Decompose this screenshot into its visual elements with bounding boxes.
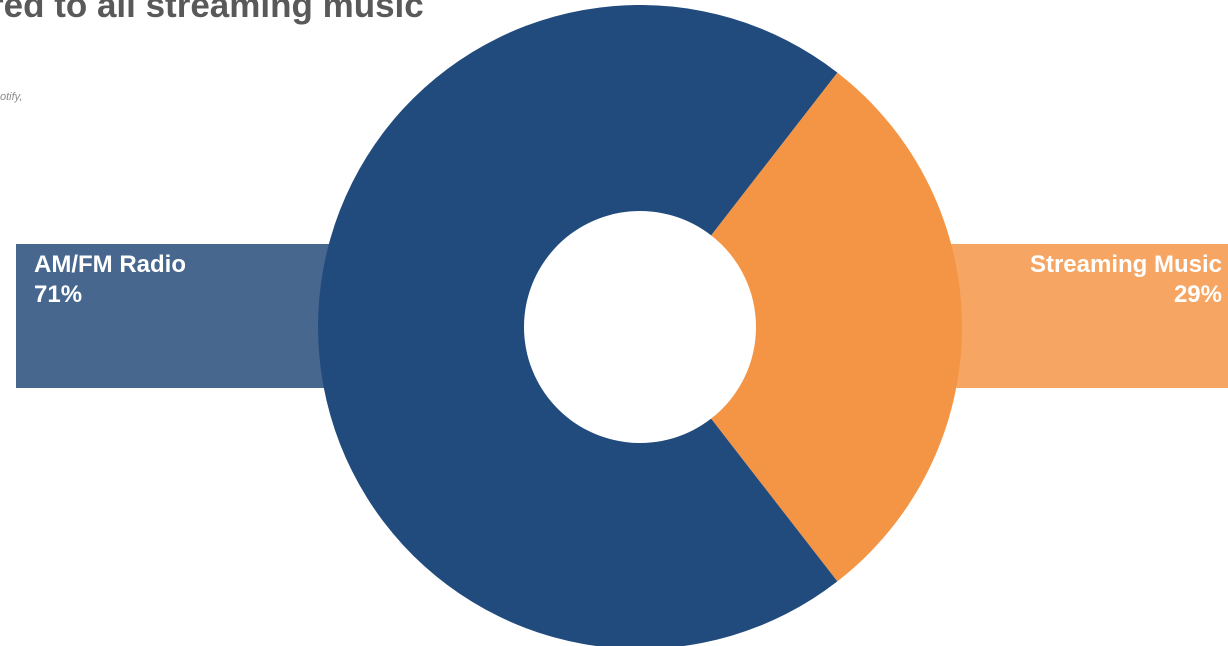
chart-title: red to all streaming music	[0, 0, 424, 25]
donut-slice-streaming-music	[711, 72, 962, 582]
callout-label: AM/FM Radio	[34, 251, 186, 278]
donut-slice-am-fm-radio	[318, 5, 838, 646]
chart-subtitle: otify,	[0, 91, 23, 103]
callout-value: 71%	[34, 281, 83, 308]
callout-streaming-music: Streaming Music 29%	[920, 244, 1228, 388]
callout-value: 29%	[1173, 281, 1222, 308]
callout-am-fm-radio: AM/FM Radio 71%	[16, 244, 346, 388]
callout-label: Streaming Music	[1029, 251, 1222, 278]
